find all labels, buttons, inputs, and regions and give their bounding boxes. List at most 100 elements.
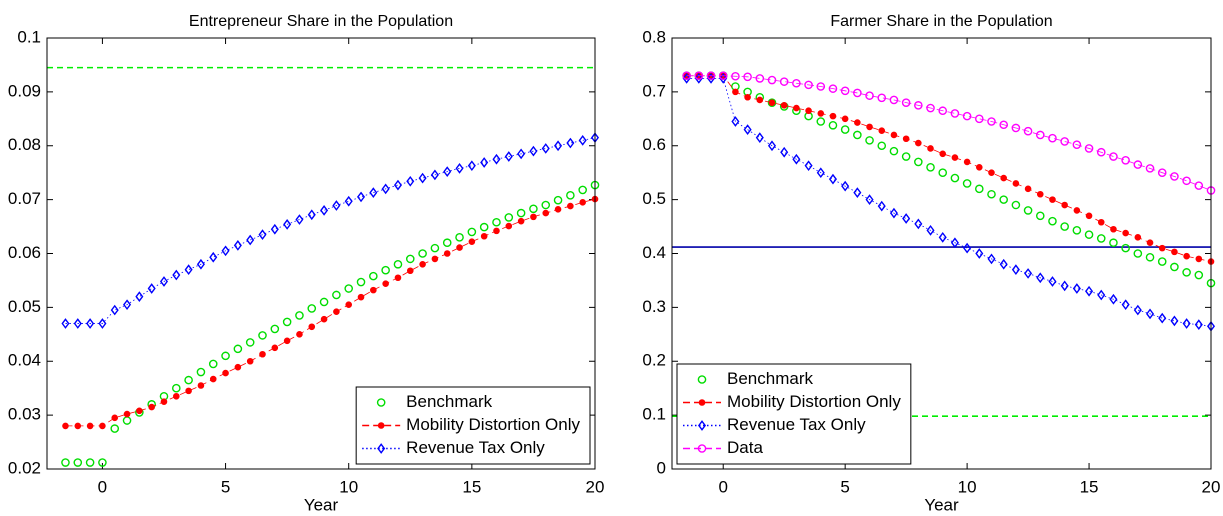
marker <box>271 344 279 352</box>
marker <box>172 383 181 393</box>
marker <box>976 164 983 171</box>
legend-label: Benchmark <box>406 392 492 411</box>
marker <box>1182 268 1191 277</box>
marker <box>914 101 923 110</box>
marker <box>147 283 156 294</box>
marker <box>962 111 972 121</box>
marker <box>159 276 169 287</box>
marker <box>418 249 427 258</box>
marker <box>233 240 242 251</box>
marker <box>295 214 304 225</box>
marker <box>999 120 1008 130</box>
marker <box>98 318 107 329</box>
marker <box>816 82 826 91</box>
marker <box>841 180 850 192</box>
marker <box>1146 308 1155 320</box>
marker <box>208 359 218 369</box>
marker <box>185 387 192 395</box>
marker <box>221 245 230 257</box>
marker <box>1157 257 1167 266</box>
marker <box>184 375 193 385</box>
marker <box>1109 152 1118 161</box>
x-tick-label: 20 <box>1202 477 1221 496</box>
marker <box>148 403 155 411</box>
plot-frame <box>671 37 1212 470</box>
marker <box>829 112 837 120</box>
marker <box>221 351 230 361</box>
marker <box>86 422 94 430</box>
marker <box>173 392 180 400</box>
marker <box>1011 200 1021 210</box>
marker <box>1011 123 1021 133</box>
marker <box>1194 181 1204 190</box>
marker <box>865 194 874 205</box>
marker <box>938 106 948 116</box>
marker <box>950 109 960 118</box>
y-tick-label: 0.09 <box>8 81 41 100</box>
marker <box>902 135 910 143</box>
marker <box>1073 207 1081 214</box>
series-line <box>686 75 1212 262</box>
marker <box>767 98 777 107</box>
marker <box>902 213 911 224</box>
marker <box>553 195 563 205</box>
marker <box>779 77 789 86</box>
marker <box>744 93 751 101</box>
marker <box>840 86 850 96</box>
marker <box>950 173 960 183</box>
legend-marker <box>377 443 386 454</box>
marker <box>1084 230 1094 239</box>
marker <box>877 141 887 151</box>
y-tick-label: 0.06 <box>8 243 41 262</box>
marker <box>541 200 551 210</box>
marker <box>406 267 414 275</box>
marker <box>889 207 898 219</box>
marker <box>381 183 390 195</box>
y-tick-label: 0.5 <box>642 189 666 208</box>
marker <box>975 184 984 194</box>
y-tick-label: 0.2 <box>642 351 666 370</box>
marker <box>320 315 328 323</box>
marker <box>706 71 716 81</box>
marker <box>731 116 740 127</box>
marker <box>234 363 242 371</box>
marker <box>950 237 959 249</box>
marker <box>1133 160 1143 169</box>
marker <box>1012 180 1020 187</box>
marker <box>320 205 329 216</box>
y-tick-label: 0.02 <box>8 458 41 477</box>
marker <box>443 250 451 257</box>
marker <box>1109 293 1118 305</box>
y-tick-label: 0.6 <box>642 135 666 154</box>
marker <box>1171 248 1178 256</box>
marker <box>767 75 777 85</box>
marker <box>841 115 849 123</box>
marker <box>369 187 378 198</box>
marker <box>456 244 463 251</box>
marker <box>877 93 887 103</box>
marker <box>492 153 501 165</box>
series-line <box>686 75 1212 191</box>
marker <box>123 299 132 311</box>
marker <box>962 179 972 188</box>
marker <box>542 209 550 217</box>
marker <box>1085 212 1093 220</box>
legend-label: Revenue Tax Only <box>727 415 866 434</box>
y-tick-label: 0.1 <box>642 405 666 424</box>
marker <box>73 458 83 467</box>
marker <box>160 398 168 405</box>
x-tick-label: 5 <box>840 477 849 496</box>
marker <box>1145 252 1155 262</box>
marker <box>1048 216 1057 226</box>
marker <box>356 191 366 203</box>
legend-marker <box>698 399 706 406</box>
marker <box>233 344 243 354</box>
marker <box>828 84 838 93</box>
marker <box>295 311 304 320</box>
marker <box>987 117 996 126</box>
marker <box>1024 268 1033 279</box>
chart-title: Entrepreneur Share in the Population <box>189 13 453 30</box>
marker <box>517 217 525 225</box>
y-tick-label: 0.8 <box>642 27 666 46</box>
marker <box>938 168 948 177</box>
